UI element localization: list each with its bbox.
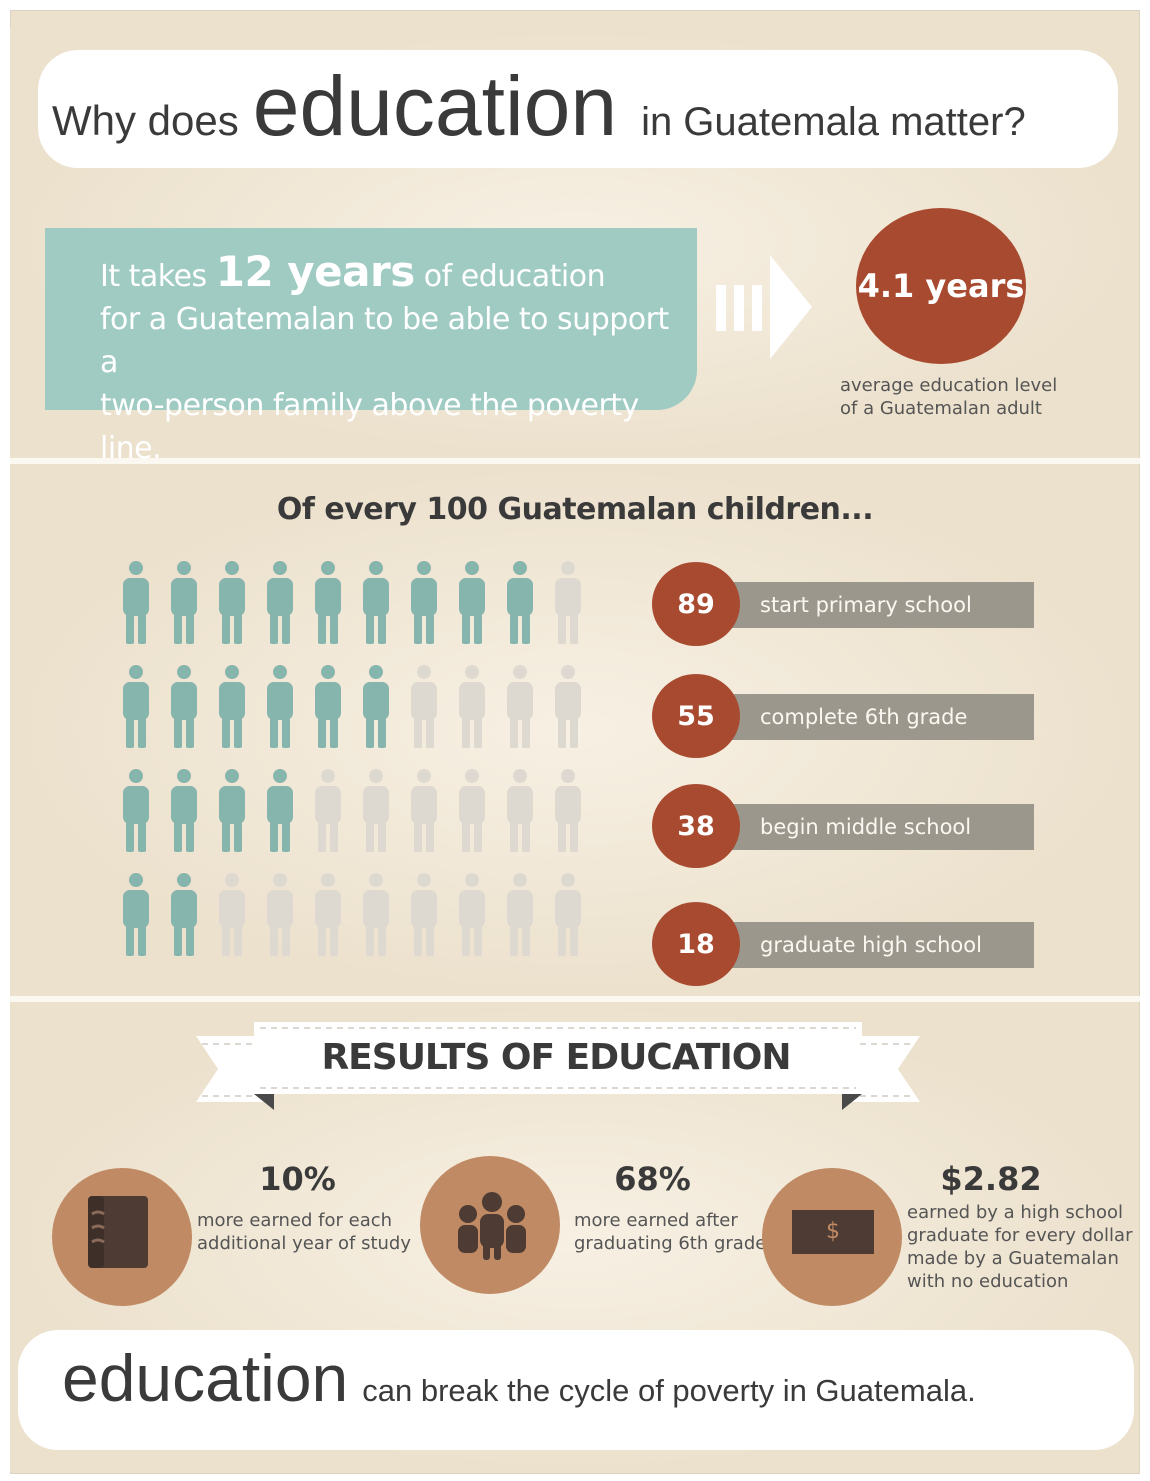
stat-value-circle: 89 [652,562,740,646]
person-icon [267,873,293,956]
stat-row: graduate high school 18 [650,902,1050,992]
stat-value-circle: 18 [652,902,740,986]
average-caption-line2: of a Guatemalan adult [840,398,1042,419]
person-icon [411,561,437,644]
person-icon [267,561,293,644]
result-stat-2: 68% [614,1160,691,1198]
footer-banner [18,1330,1134,1450]
person-icon [267,769,293,852]
people-pictogram [123,561,581,956]
poverty-years: 12 years [215,247,416,296]
result-desc-1-line2: additional year of study [197,1233,411,1254]
result-desc-3: earned by a high school graduate for eve… [907,1201,1137,1293]
stat-row: complete 6th grade 55 [650,674,1050,764]
person-icon [411,665,437,748]
person-icon [459,561,485,644]
person-icon [363,561,389,644]
divider [10,996,1140,1002]
person-icon [219,665,245,748]
arrow-right-icon [716,255,812,359]
person-icon [171,873,197,956]
result-desc-3-line3: made by a Guatemalan [907,1248,1119,1269]
results-title: RESULTS OF EDUCATION [321,1037,791,1078]
title-prefix: Why does [52,97,239,144]
results-ribbon [196,1022,920,1110]
result-desc-1: more earned for each additional year of … [197,1209,417,1255]
person-icon [315,873,341,956]
footer-text: can break the cycle of poverty in Guatem… [362,1373,976,1408]
person-icon [507,873,533,956]
money-icon: $ [792,1210,874,1254]
poverty-text: It takes 12 years of education for a Gua… [100,250,690,470]
person-icon [219,873,245,956]
dollar-symbol: $ [826,1219,840,1244]
stat-label: graduate high school [710,922,1034,968]
stat-row: start primary school 89 [650,562,1050,652]
poverty-callout [45,228,697,410]
family-icon [458,1192,526,1260]
poverty-line2: for a Guatemalan to be able to support a [100,302,669,380]
poverty-text-before: It takes [100,259,207,294]
result-desc-2-line2: graduating 6th grade [574,1233,767,1254]
person-icon [171,769,197,852]
person-icon [315,665,341,748]
person-icon [555,873,581,956]
person-icon [459,873,485,956]
result-stat-1: 10% [259,1160,336,1198]
footer-highlight: education [62,1341,349,1415]
person-icon [555,561,581,644]
result-desc-2: more earned after graduating 6th grade [574,1209,774,1255]
average-caption-line1: average education level [840,375,1058,396]
person-icon [123,561,149,644]
stat-label: start primary school [710,582,1034,628]
result-desc-3-line1: earned by a high school [907,1202,1124,1223]
stat-row: begin middle school 38 [650,784,1050,874]
stat-value-circle: 55 [652,674,740,758]
average-years-circle: 4.1 years [856,208,1026,364]
person-icon [219,769,245,852]
average-caption: average education level of a Guatemalan … [840,374,1100,420]
person-icon [459,665,485,748]
person-icon [507,561,533,644]
result-stat-3: $2.82 [940,1160,1042,1198]
person-icon [555,665,581,748]
person-icon [507,769,533,852]
title-suffix: in Guatemala matter? [641,100,1026,144]
result-desc-3-line2: graduate for every dollar [907,1225,1133,1246]
person-icon [363,769,389,852]
title-banner [38,50,1118,168]
person-icon [123,665,149,748]
person-icon [267,665,293,748]
person-icon [555,769,581,852]
book-icon [88,1196,148,1268]
page-title: Why does education in Guatemala matter? [52,58,1092,158]
person-icon [507,665,533,748]
person-icon [171,665,197,748]
person-icon [315,769,341,852]
person-icon [171,561,197,644]
person-icon [315,561,341,644]
person-icon [411,769,437,852]
result-desc-3-line4: with no education [907,1271,1069,1292]
divider [10,458,1140,464]
title-highlight: education [252,59,618,153]
person-icon [363,665,389,748]
stat-value-circle: 38 [652,784,740,868]
stat-label: complete 6th grade [710,694,1034,740]
person-icon [411,873,437,956]
stat-label: begin middle school [710,804,1034,850]
person-icon [363,873,389,956]
person-icon [123,873,149,956]
person-icon [459,769,485,852]
person-icon [123,769,149,852]
poverty-line3: two-person family above the poverty line… [100,388,639,466]
poverty-text-after: of education [423,259,606,294]
result-desc-1-line1: more earned for each [197,1210,393,1231]
result-desc-2-line1: more earned after [574,1210,738,1231]
footer-tagline: education can break the cycle of poverty… [62,1340,1122,1440]
children-title: Of every 100 Guatemalan children... [276,492,874,527]
person-icon [219,561,245,644]
